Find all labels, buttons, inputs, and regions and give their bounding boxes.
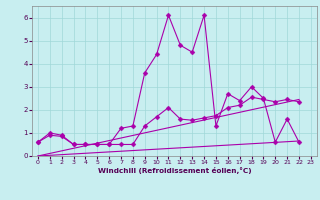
X-axis label: Windchill (Refroidissement éolien,°C): Windchill (Refroidissement éolien,°C) (98, 167, 251, 174)
